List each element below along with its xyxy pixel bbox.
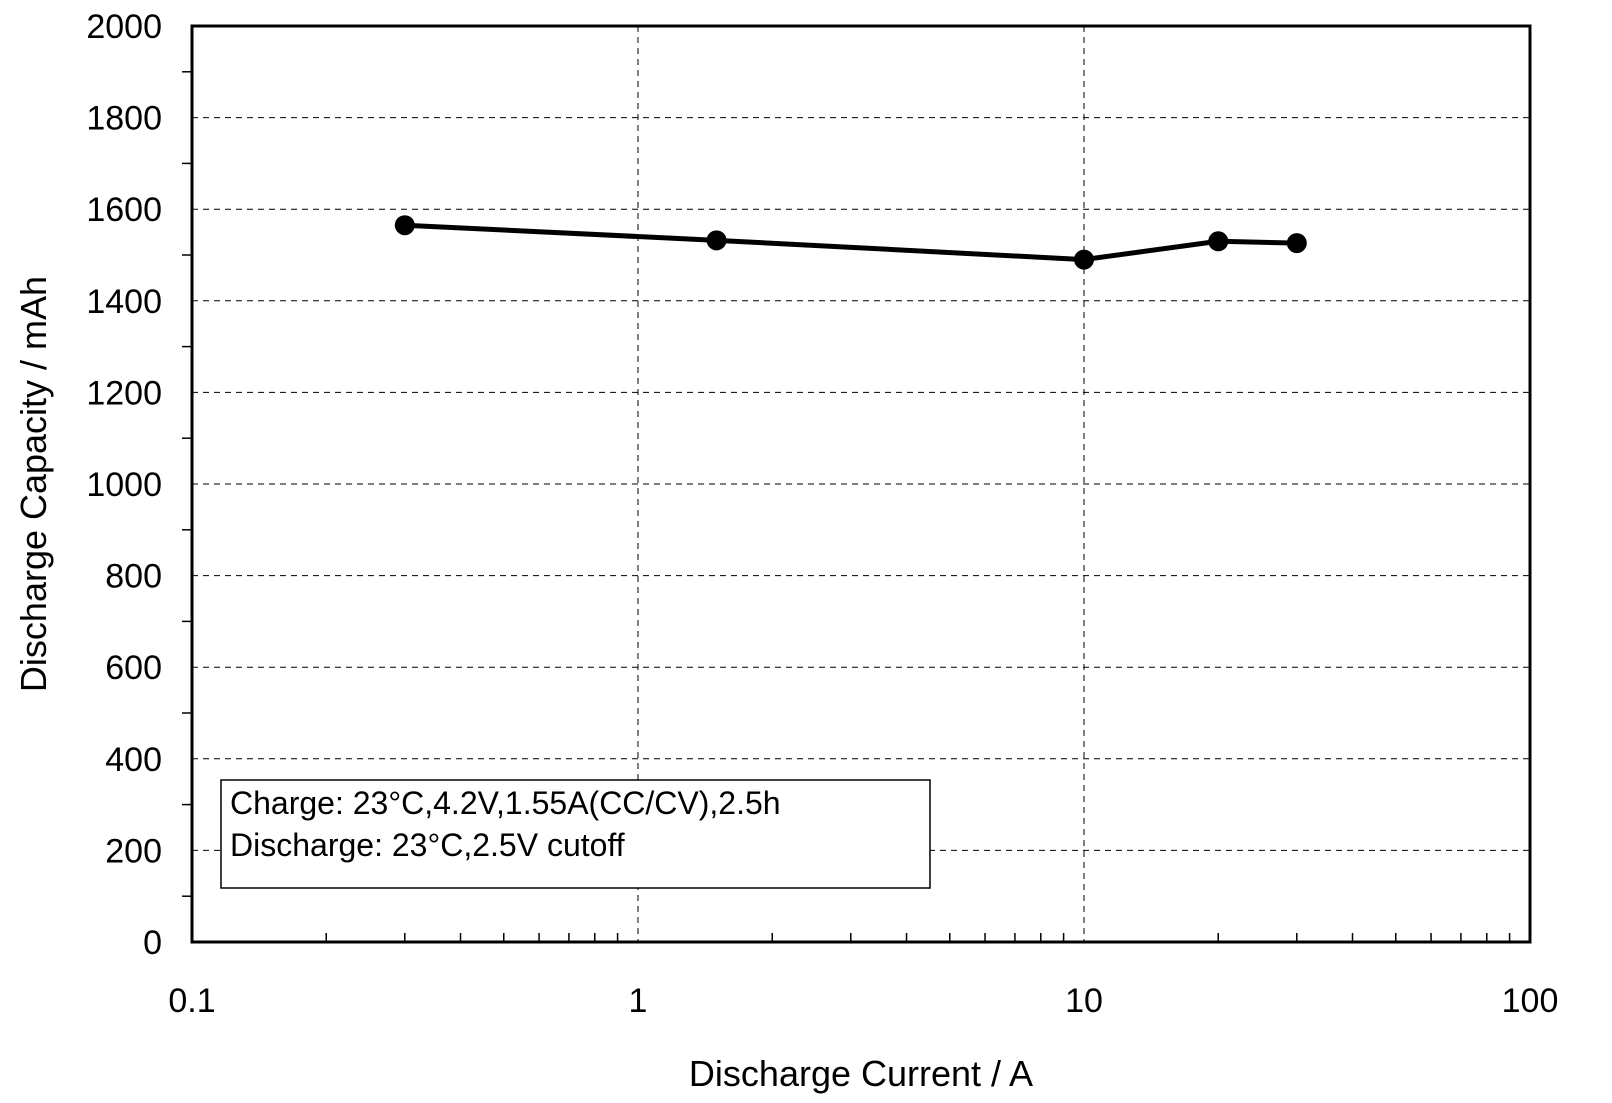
- plot-frame: [190, 24, 1532, 944]
- y-tick-label: 200: [105, 832, 162, 870]
- y-tick-label: 0: [143, 924, 162, 962]
- x-tick-label: 10: [1065, 982, 1103, 1020]
- data-point: [1286, 233, 1307, 254]
- tick-label-layer: 0 200 400 600 800 1000 1200 1400 1600 1800 2000 0.1…: [86, 8, 1558, 1020]
- y-tick-label: 1000: [86, 466, 162, 504]
- data-point: [394, 215, 415, 236]
- y-tick-label: 1800: [86, 100, 162, 138]
- data-point: [706, 230, 727, 251]
- x-axis-title: Discharge Current / A: [689, 1053, 1033, 1094]
- annotation-box-border: [220, 779, 931, 889]
- x-tick-label: 100: [1502, 982, 1559, 1020]
- y-axis-title: Discharge Capacity / mAh: [13, 276, 54, 692]
- annotation-box: Charge: 23°C,4.2V,1.55A(CC/CV),2.5h Disc…: [220, 779, 931, 889]
- y-tick-label: 600: [105, 649, 162, 687]
- x-tick-label: 1: [629, 982, 648, 1020]
- y-tick-label: 1400: [86, 283, 162, 321]
- x-tick-label: 0.1: [168, 982, 215, 1020]
- data-point: [1074, 249, 1094, 270]
- annotation-charge: Charge: 23°C,4.2V,1.55A(CC/CV),2.5h: [230, 785, 781, 821]
- y-tick-label: 400: [105, 741, 162, 779]
- data-point: [1208, 231, 1229, 252]
- annotation-discharge: Discharge: 23°C,2.5V cutoff: [230, 827, 625, 863]
- series-layer: [394, 215, 1307, 270]
- series-line: [404, 222, 1297, 263]
- y-tick-label: 1200: [86, 374, 162, 412]
- y-tick-label: 800: [105, 558, 162, 596]
- y-tick-label: 1600: [86, 191, 162, 229]
- y-tick-label: 2000: [86, 8, 162, 46]
